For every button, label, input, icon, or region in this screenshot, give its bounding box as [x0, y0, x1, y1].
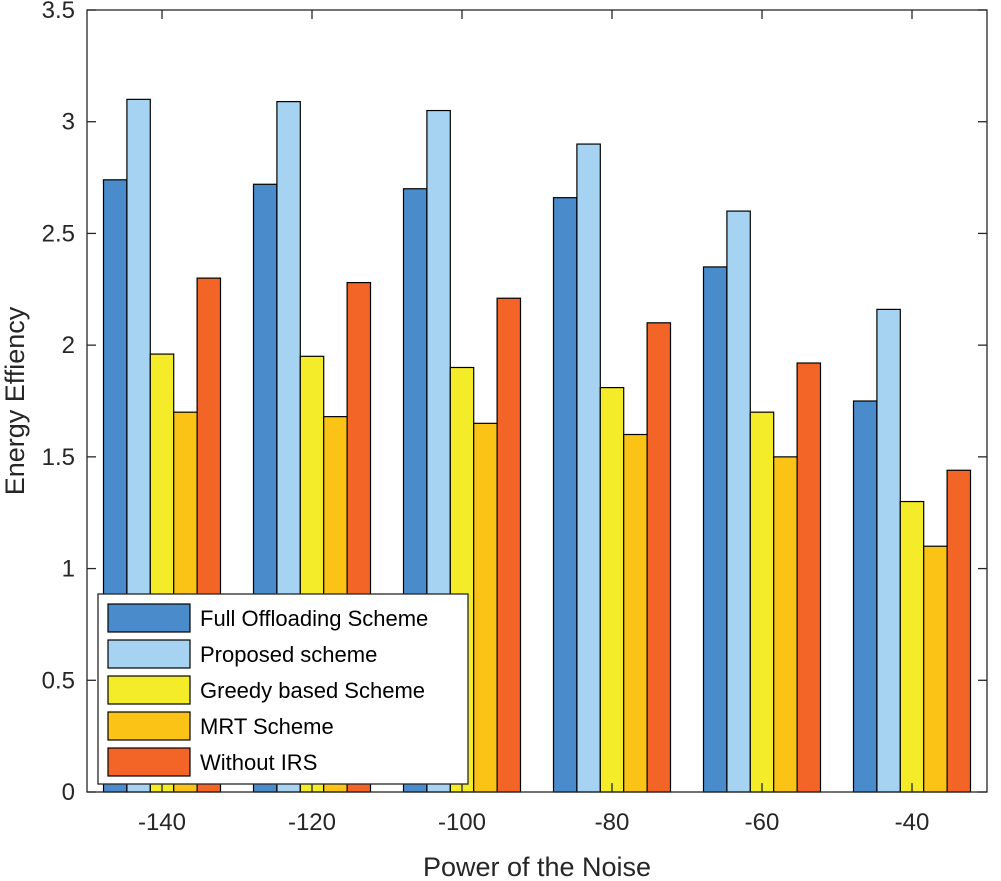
bar-proposed-scheme-neg60: [726, 210, 751, 793]
legend-swatch: [107, 639, 191, 669]
y-tick-label: 0: [62, 779, 75, 806]
x-ticks: -140 -120 -100 -80 -60 -40: [138, 10, 929, 836]
y-tick-label: 3: [62, 109, 75, 136]
legend-label: MRT Scheme: [200, 714, 334, 739]
bar-greedy-based-scheme-neg80: [599, 386, 625, 793]
legend-swatch: [107, 711, 191, 741]
legend-label: Without IRS: [200, 750, 317, 775]
bar-greedy-based-scheme-neg60: [749, 411, 775, 793]
bar-without-irs-neg40: [946, 469, 972, 793]
y-tick-label: 3.5: [42, 0, 75, 24]
x-tick-label: -80: [595, 809, 630, 836]
bar-without-irs-neg80: [646, 322, 672, 793]
axes-box: [86, 9, 988, 793]
x-tick-label: -40: [895, 809, 930, 836]
y-tick-label: 1: [62, 556, 75, 583]
bar-full-offloading-scheme-neg60: [702, 266, 728, 793]
y-tick-label: 2.5: [42, 220, 75, 247]
x-tick-label: -120: [288, 809, 336, 836]
axes-group: [86, 9, 988, 793]
bar-greedy-based-scheme-neg40: [899, 500, 925, 793]
bar-without-irs-neg100: [496, 297, 522, 793]
bar-mrt-scheme-neg80: [623, 433, 648, 793]
legend-swatch: [107, 675, 191, 705]
legend-label: Greedy based Scheme: [200, 678, 425, 703]
legend: Full Offloading Scheme Proposed scheme Gre…: [97, 593, 469, 785]
bar-mrt-scheme-neg40: [923, 545, 948, 793]
bar-mrt-scheme-neg60: [773, 456, 798, 793]
y-axis-label: Energy Effiency: [0, 306, 30, 495]
bar-proposed-scheme-neg80: [576, 143, 601, 793]
bar-proposed-scheme-neg40: [876, 308, 901, 793]
bar-without-irs-neg60: [796, 362, 822, 793]
bar-mrt-scheme-neg100: [473, 422, 498, 793]
legend-swatch: [107, 603, 191, 633]
legend-label: Proposed scheme: [200, 642, 377, 667]
y-tick-label: 1.5: [42, 444, 75, 471]
y-tick-label: 0.5: [42, 667, 75, 694]
y-tick-label: 2: [62, 332, 75, 359]
y-ticks: 0 0.5 1 1.5 2 2.5 3 3.5: [42, 0, 987, 806]
x-tick-label: -100: [438, 809, 486, 836]
x-tick-label: -60: [745, 809, 780, 836]
x-axis-label: Power of the Noise: [423, 852, 651, 881]
x-tick-label: -140: [138, 809, 186, 836]
legend-label: Full Offloading Scheme: [200, 606, 428, 631]
bar-full-offloading-scheme-neg80: [552, 197, 578, 793]
bar-full-offloading-scheme-neg40: [852, 400, 878, 793]
legend-swatch: [107, 747, 191, 777]
